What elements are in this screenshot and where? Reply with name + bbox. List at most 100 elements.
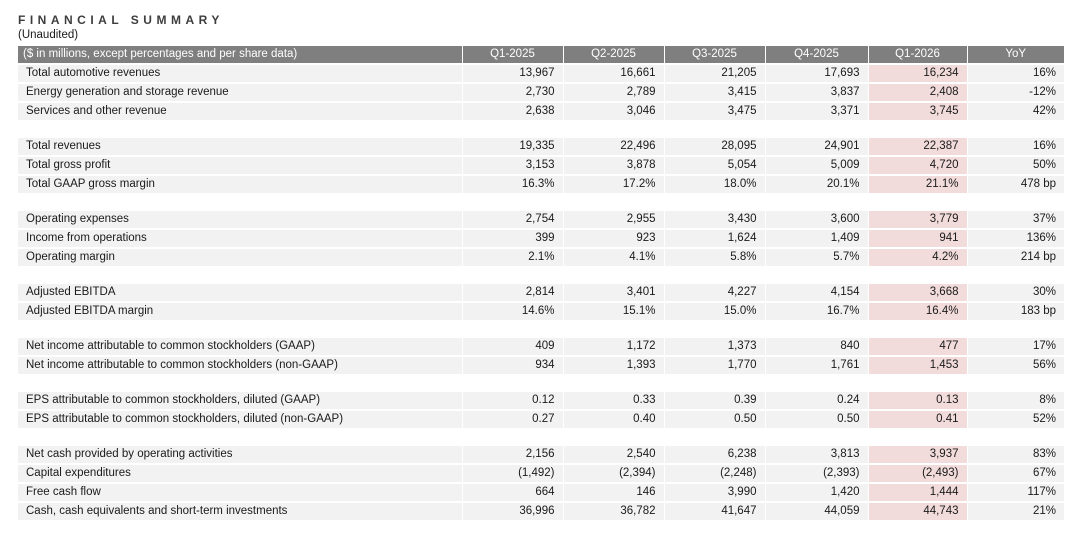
section-spacer-cell	[18, 194, 1064, 211]
row-label: Free cash flow	[18, 483, 462, 503]
cell-value: 16.3%	[461, 175, 563, 195]
table-header-col-q2-2025: Q2-2025	[562, 46, 664, 65]
table-header-col-q3-2025: Q3-2025	[663, 46, 765, 65]
cell-value: 24,901	[764, 138, 868, 157]
row-label: Total gross profit	[18, 156, 462, 176]
cell-value: 3,878	[562, 156, 664, 176]
cell-value: 923	[562, 229, 664, 249]
cell-value: 21,205	[663, 64, 765, 84]
cell-value: 1,409	[764, 229, 868, 249]
table-row: Adjusted EBITDA margin 14.6% 15.1% 15.0% 16.…	[18, 302, 1064, 322]
cell-value: 5.8%	[663, 248, 765, 268]
table-row: Total gross profit 3,153 3,878 5,054 5,009 4,…	[18, 156, 1064, 176]
row-label: EPS attributable to common stockholders,…	[18, 392, 462, 411]
table-header-col-yoy: YoY	[966, 46, 1064, 65]
table-row: Total automotive revenues 13,967 16,661 21,…	[18, 64, 1064, 84]
cell-value: 3,990	[663, 483, 765, 503]
cell-value: 17%	[966, 338, 1064, 357]
row-label: Total GAAP gross margin	[18, 175, 462, 195]
cell-value: 44,743	[867, 502, 967, 522]
page-title: FINANCIAL SUMMARY	[18, 13, 224, 27]
table-row: EPS attributable to common stockholders,…	[18, 392, 1064, 411]
cell-value: 16%	[966, 64, 1064, 84]
cell-value: 0.27	[461, 410, 563, 430]
row-label: Cash, cash equivalents and short-term in…	[18, 502, 462, 522]
section-spacer-cell	[18, 375, 1064, 392]
cell-value: 2,408	[867, 83, 967, 103]
cell-value: 478 bp	[966, 175, 1064, 195]
cell-value: 42%	[966, 102, 1064, 122]
section-spacer	[18, 267, 1064, 284]
cell-value: 1,420	[764, 483, 868, 503]
cell-value: 0.40	[562, 410, 664, 430]
section-spacer	[18, 321, 1064, 338]
table-row: Operating expenses 2,754 2,955 3,430 3,600 3,…	[18, 211, 1064, 230]
cell-value: 0.50	[764, 410, 868, 430]
cell-value: 16.7%	[764, 302, 868, 322]
cell-value: 14.6%	[461, 302, 563, 322]
section-spacer-cell	[18, 321, 1064, 338]
cell-value: 15.0%	[663, 302, 765, 322]
row-label: Adjusted EBITDA margin	[18, 302, 462, 322]
cell-value: 18.0%	[663, 175, 765, 195]
cell-value: 3,401	[562, 284, 664, 303]
cell-value: 3,475	[663, 102, 765, 122]
cell-value: 5.7%	[764, 248, 868, 268]
cell-value: (2,248)	[663, 464, 765, 484]
cell-value: 2,540	[562, 446, 664, 465]
table-row: Net income attributable to common stockh…	[18, 338, 1064, 357]
cell-value: 13,967	[461, 64, 563, 84]
cell-value: 664	[461, 483, 563, 503]
cell-value: 0.41	[867, 410, 967, 430]
cell-value: 67%	[966, 464, 1064, 484]
table-row: Energy generation and storage revenue 2,7…	[18, 83, 1064, 103]
table-row: Net cash provided by operating activitie…	[18, 446, 1064, 465]
cell-value: 21.1%	[867, 175, 967, 195]
cell-value: 15.1%	[562, 302, 664, 322]
cell-value: (2,393)	[764, 464, 868, 484]
cell-value: 17,693	[764, 64, 868, 84]
cell-value: 16,234	[867, 64, 967, 84]
table-row: Operating margin 2.1% 4.1% 5.8% 5.7% 4.2% 214 …	[18, 248, 1064, 268]
cell-value: 36,996	[461, 502, 563, 522]
cell-value: 30%	[966, 284, 1064, 303]
table-header-row: ($ in millions, except percentages and p…	[18, 46, 1064, 65]
cell-value: 3,046	[562, 102, 664, 122]
table-header-col-q4-2025: Q4-2025	[764, 46, 868, 65]
cell-value: 3,837	[764, 83, 868, 103]
cell-value: 44,059	[764, 502, 868, 522]
row-label: Operating expenses	[18, 211, 462, 230]
cell-value: 17.2%	[562, 175, 664, 195]
cell-value: 1,393	[562, 356, 664, 376]
page-subtitle: (Unaudited)	[18, 29, 79, 41]
cell-value: 28,095	[663, 138, 765, 157]
section-spacer-cell	[18, 429, 1064, 446]
cell-value: 19,335	[461, 138, 563, 157]
cell-value: 16.4%	[867, 302, 967, 322]
table-row: Total revenues 19,335 22,496 28,095 24,901 22…	[18, 138, 1064, 157]
row-label: Income from operations	[18, 229, 462, 249]
cell-value: 2,955	[562, 211, 664, 230]
cell-value: 6,238	[663, 446, 765, 465]
cell-value: 2,156	[461, 446, 563, 465]
financial-summary-page: FINANCIAL SUMMARY (Unaudited) ($ in mill…	[18, 13, 1064, 522]
cell-value: 1,373	[663, 338, 765, 357]
cell-value: 1,453	[867, 356, 967, 376]
row-label: Total automotive revenues	[18, 64, 462, 84]
cell-value: 52%	[966, 410, 1064, 430]
cell-value: 22,496	[562, 138, 664, 157]
cell-value: -12%	[966, 83, 1064, 103]
cell-value: 56%	[966, 356, 1064, 376]
cell-value: 2,638	[461, 102, 563, 122]
cell-value: 50%	[966, 156, 1064, 176]
cell-value: 4,720	[867, 156, 967, 176]
cell-value: 183 bp	[966, 302, 1064, 322]
section-spacer	[18, 375, 1064, 392]
cell-value: 0.50	[663, 410, 765, 430]
cell-value: 3,937	[867, 446, 967, 465]
cell-value: 3,153	[461, 156, 563, 176]
cell-value: 20.1%	[764, 175, 868, 195]
cell-value: 3,779	[867, 211, 967, 230]
row-label: Net income attributable to common stockh…	[18, 356, 462, 376]
cell-value: 0.13	[867, 392, 967, 411]
